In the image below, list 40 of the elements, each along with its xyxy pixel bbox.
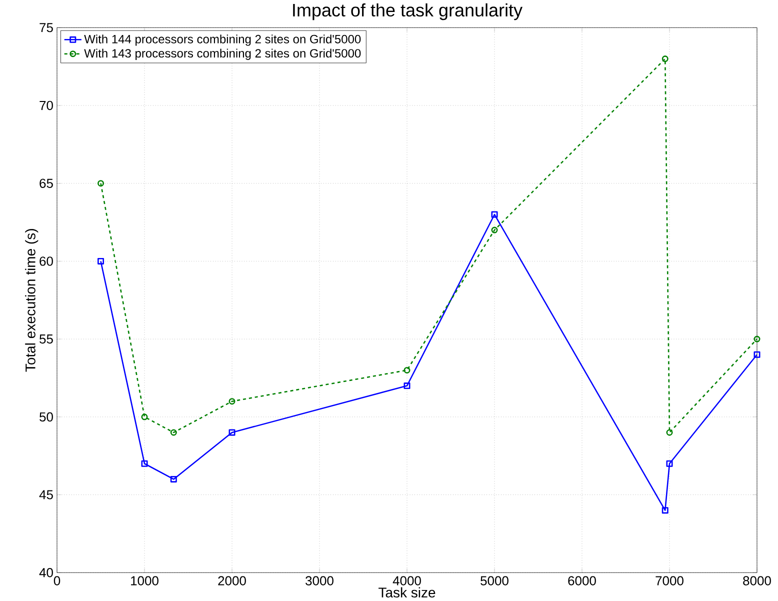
point (228, 398, 236, 405)
y-axis-title: Total execution time (s) (25, 229, 38, 372)
y-tick-label: 40 (39, 568, 53, 578)
point (404, 367, 410, 374)
y-tick-label: 45 (39, 490, 53, 500)
y-tick-label: 75 (40, 23, 53, 32)
x-tick-label: 6000 (568, 576, 596, 586)
point (491, 226, 498, 234)
point (404, 382, 410, 390)
y-tick-label: 50 (40, 412, 53, 422)
point (170, 476, 177, 483)
x-tick-label: 4000 (392, 576, 421, 586)
point (662, 507, 668, 514)
point (754, 351, 760, 358)
y-tick-label: 60 (40, 256, 53, 266)
legend-label: With 144 processors combining 2 sites on Grid'5000 (84, 34, 361, 46)
point (141, 414, 148, 420)
point (170, 429, 177, 436)
x-tick-label: 1000 (131, 576, 158, 586)
chart-title: Impact of the task granularity (293, 3, 523, 20)
legend-label: With 143 processors combining 2 sites on Grid'5000 (84, 48, 361, 60)
x-tick-label: 0 (54, 576, 60, 586)
point (754, 336, 760, 342)
x-tick-label: 5000 (480, 576, 508, 586)
y-tick-label: 65 (40, 178, 53, 188)
point (228, 429, 236, 436)
point (491, 211, 498, 218)
point (662, 56, 668, 62)
x-axis-title: Task size (378, 587, 436, 598)
x-tick-label: 2000 (218, 576, 246, 586)
y-tick-label: 70 (40, 100, 53, 110)
point (666, 429, 673, 436)
point (98, 180, 104, 187)
point (141, 460, 148, 467)
x-tick-label: 8000 (743, 576, 771, 586)
x-tick-label: 3000 (306, 576, 334, 586)
x-tick-label: 7000 (656, 576, 684, 586)
point (666, 460, 673, 467)
point (98, 258, 104, 265)
y-tick-label: 55 (40, 334, 53, 344)
